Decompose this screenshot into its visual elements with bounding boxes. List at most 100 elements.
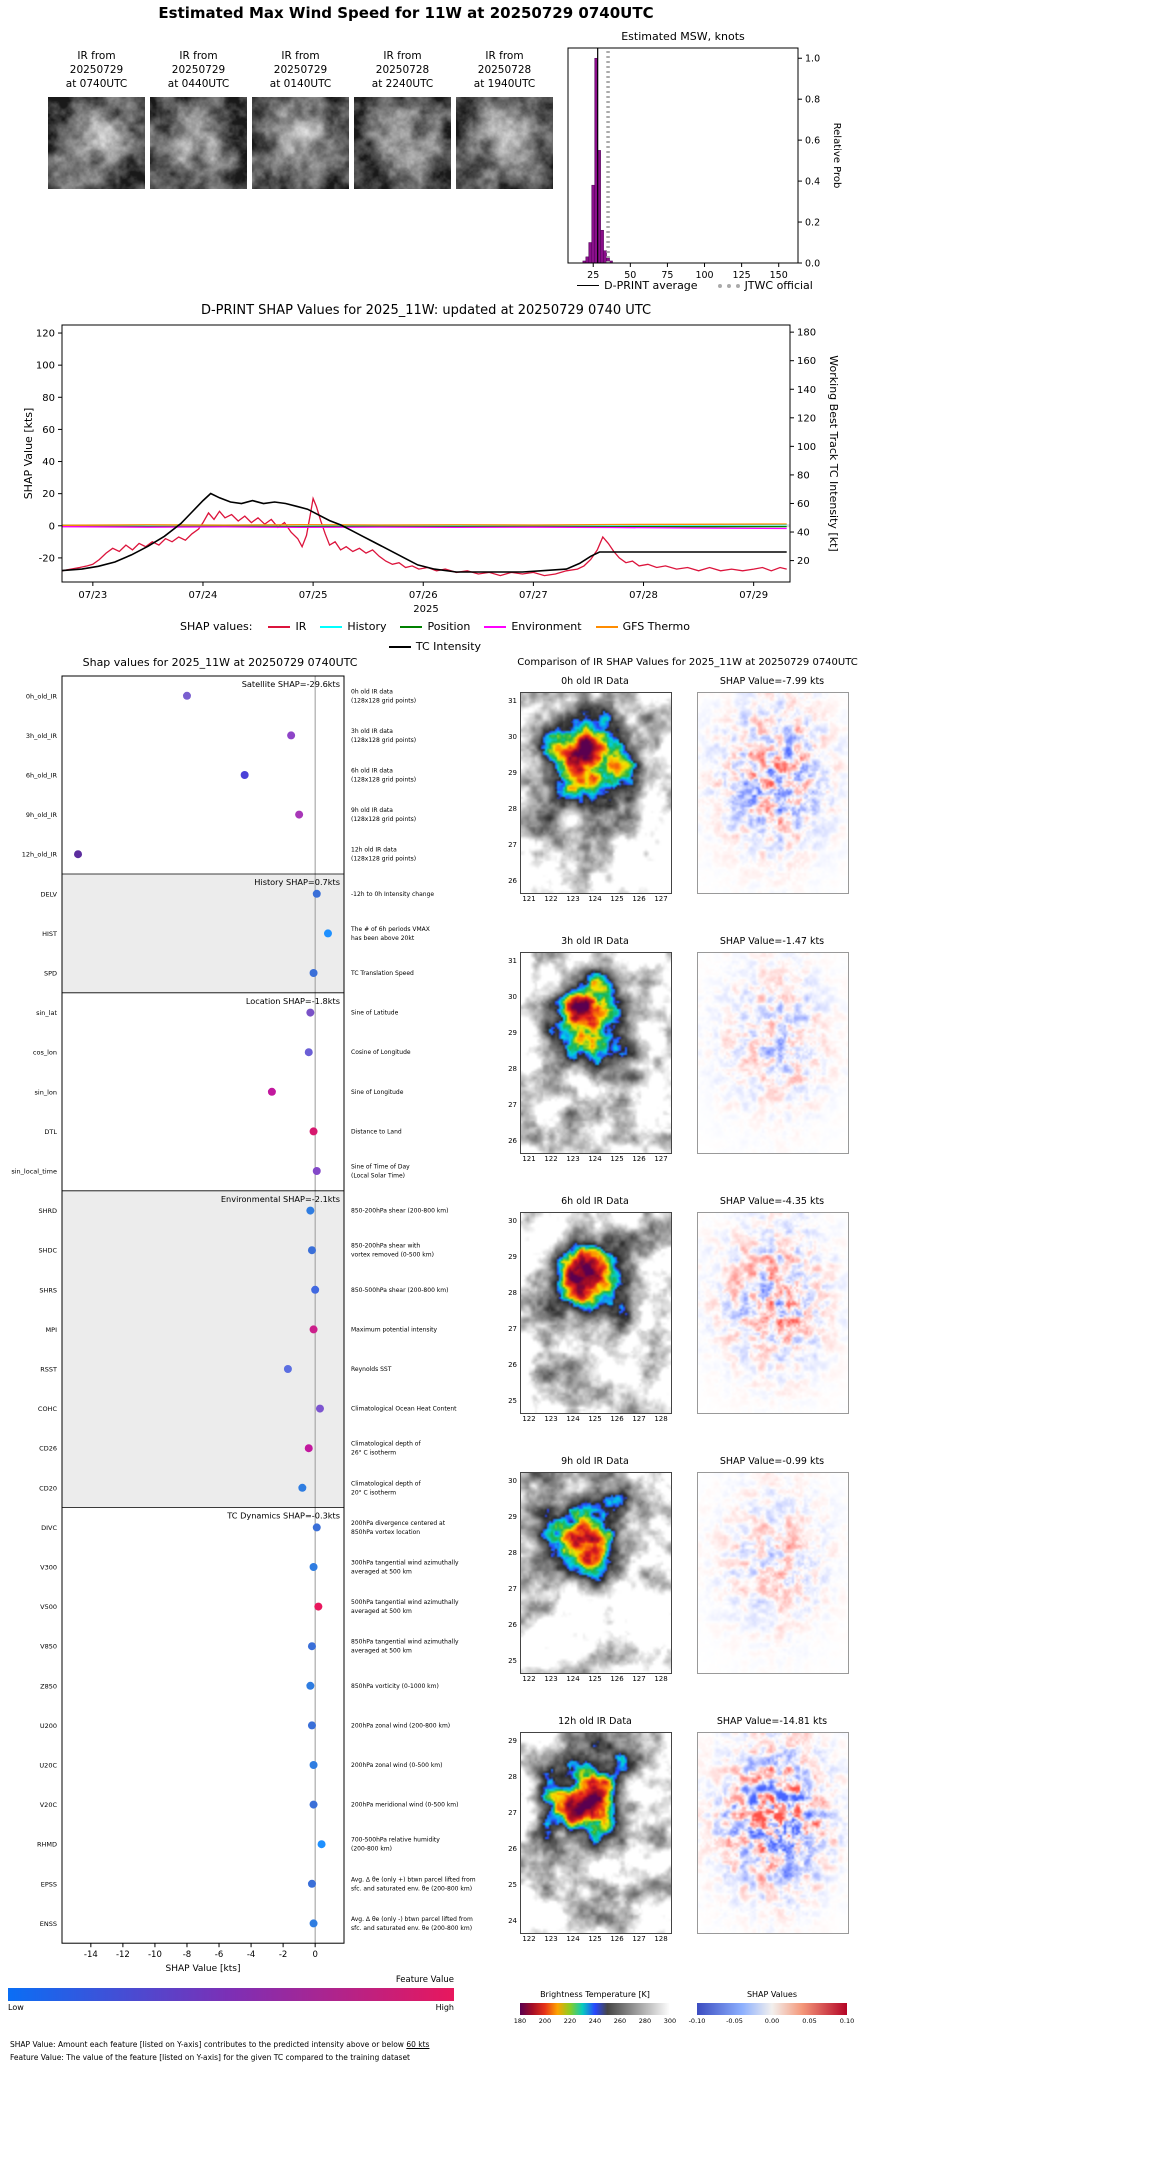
y-tick-label: 24: [508, 1917, 517, 1925]
ir-thumbnail-label: IR from 20250728 at 2240UTC: [354, 50, 451, 92]
ir-panel-title: 0h old IR Data: [561, 676, 629, 687]
shap-dot-V500: [314, 1602, 323, 1611]
colorbar-tick: 0.00: [764, 2017, 780, 2025]
y-tick-label: 30: [508, 1477, 517, 1485]
colorbar-tick: 220: [563, 2017, 577, 2025]
feature-description: Avg. Δ θe (only +) btwn parcel lifted fr…: [351, 1876, 476, 1892]
feature-label: CD26: [39, 1445, 57, 1453]
shap-values-colorbar-ticks: -0.10 -0.05 0.00 0.05 0.10: [689, 2017, 855, 2027]
feature-description: Maximum potential intensity: [351, 1326, 438, 1333]
shap-map-image: [697, 1732, 849, 1934]
x-tick-label: 126: [632, 1155, 646, 1163]
y-tick-label: 0.0: [805, 259, 820, 270]
x-tick-label: 123: [544, 1415, 558, 1423]
x-tick-label: 125: [733, 270, 751, 281]
legend-entry: IR: [268, 620, 306, 633]
legend-entry-label: Environment: [511, 620, 582, 633]
x-tick-label: 75: [661, 270, 673, 281]
ir-thumbnail-label: IR from 20250728 at 1940UTC: [456, 50, 553, 92]
y-tick-label: 0.4: [805, 177, 820, 188]
x-tick-label: 127: [632, 1935, 646, 1943]
y-tick-label: 27: [508, 1325, 517, 1333]
feature-description: 200hPa zonal wind (0-500 km): [351, 1762, 443, 1769]
right-tick-label: 140: [797, 385, 816, 396]
ir-thumbnail-strip: IR from 20250729 at 0740UTC IR from 20250729…: [48, 50, 553, 189]
x-tick-label: -12: [116, 1950, 130, 1960]
y-tick-label: 26: [508, 1845, 517, 1853]
y-tick-label: 26: [508, 877, 517, 885]
series-environment: [61, 526, 787, 530]
feature-label: SPD: [44, 970, 57, 978]
y-tick-label: 26: [508, 1621, 517, 1629]
feature-description: -12h to 0h Intensity change: [351, 891, 434, 898]
dotted-line-swatch: [717, 283, 740, 288]
solid-line-swatch: [577, 285, 600, 286]
ir-thumbnail-label-line: at 2240UTC: [371, 77, 434, 90]
x-tick-label: 122: [522, 1675, 536, 1683]
group-band: [62, 1190, 344, 1508]
x-tick-label: -8: [183, 1950, 191, 1960]
x-tick-label: 126: [610, 1935, 624, 1943]
legend-entry-label: History: [347, 620, 387, 633]
legend-entry: History: [320, 620, 386, 633]
shap-dot-cos_lon: [304, 1048, 313, 1057]
shap-dot-U20C: [309, 1761, 318, 1769]
ir-thumbnail-label-line: at 0440UTC: [167, 77, 230, 90]
ir-thumbnail: IR from 20250728 at 2240UTC: [354, 50, 451, 189]
ir-data-image: [520, 1212, 672, 1414]
shap-dot-U200: [307, 1721, 316, 1730]
feature-description: 3h old IR data (128x128 grid points): [351, 728, 416, 744]
left-tick-label: 0: [49, 521, 55, 532]
brightness-temp-colorbar-ticks: 180 200 220 240 260 280 300: [514, 2017, 676, 2027]
x-tick-label: 25: [587, 270, 599, 281]
y-tick-label: 30: [508, 993, 517, 1001]
shap-dot-sin_lat: [306, 1008, 315, 1017]
y-tick-label: 28: [508, 1549, 517, 1557]
x-tick-label: 125: [588, 1935, 602, 1943]
line-swatch: [484, 625, 507, 628]
x-tick-label: 07/26: [409, 590, 438, 601]
ir-thumbnail-label-line: 20250728: [477, 63, 532, 76]
feature-label: COHC: [38, 1405, 58, 1413]
shap-dot-9h_old_IR: [295, 810, 304, 819]
colorbar-tick: 180: [513, 2017, 527, 2025]
x-tick-label: 124: [566, 1415, 580, 1423]
feature-label: V300: [40, 1564, 57, 1572]
series-gfs-thermo: [61, 523, 787, 526]
feature-label: V20C: [40, 1801, 58, 1809]
x-tick-label: 07/27: [519, 590, 548, 601]
histogram-bar: [591, 184, 595, 264]
histogram-bar: [588, 242, 592, 264]
group-header: Satellite SHAP=-29.6kts: [242, 679, 340, 689]
colorbar-tick: 300: [663, 2017, 677, 2025]
left-tick-label: 20: [42, 489, 55, 500]
feature-label: MPI: [46, 1326, 58, 1334]
feature-label: sin_lon: [35, 1088, 57, 1096]
shap-dot-RHMD: [317, 1840, 326, 1849]
x-tick-label: 07/29: [739, 590, 768, 601]
feature-label: V500: [40, 1603, 57, 1611]
shap-dot-sin_lon: [267, 1087, 276, 1096]
legend-entry-label: IR: [295, 620, 307, 633]
right-tick-label: 120: [797, 413, 816, 424]
y-tick-label: 0.2: [805, 218, 820, 229]
right-tick-label: 60: [797, 499, 810, 510]
shap-map-image: [697, 952, 849, 1154]
feature-description: 850-200hPa shear with vortex removed (0-5…: [351, 1243, 434, 1259]
feature-label: RHMD: [37, 1841, 57, 1849]
ir-satellite-image: [252, 96, 349, 189]
shap-dot-0h_old_IR: [182, 691, 191, 700]
x-tick-label: -6: [215, 1950, 223, 1960]
legend-entry-label: TC Intensity: [415, 640, 482, 653]
x-tick-label: 123: [566, 1155, 580, 1163]
footnote-threshold: 60 kts: [406, 2040, 430, 2049]
x-tick-label: 126: [610, 1415, 624, 1423]
feature-description: TC Translation Speed: [350, 970, 414, 977]
y-tick-label: 26: [508, 1137, 517, 1145]
y-tick-label: 27: [508, 841, 517, 849]
legend-entry-label: Position: [427, 620, 471, 633]
y-tick-label: 28: [508, 1065, 517, 1073]
x-tick-label: 127: [632, 1675, 646, 1683]
x-tick-label: 07/24: [189, 590, 218, 601]
feature-description: 850-200hPa shear (200-800 km): [351, 1208, 448, 1215]
